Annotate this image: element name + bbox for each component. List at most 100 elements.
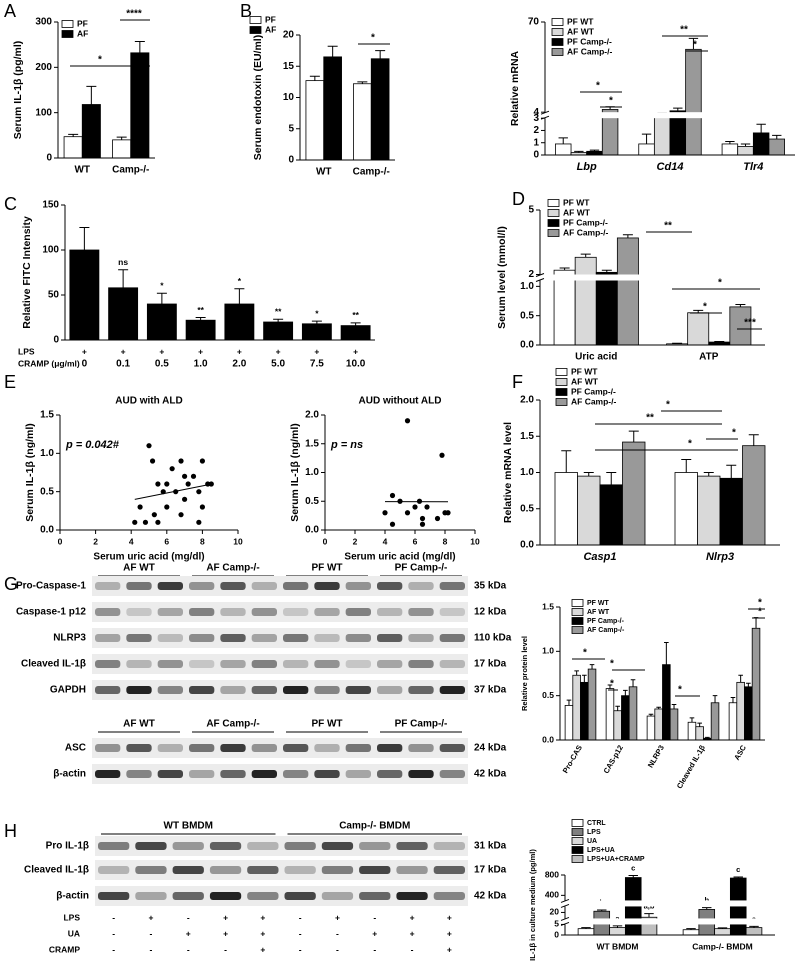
error-bar (622, 234, 633, 238)
blot-band (345, 634, 371, 642)
y-tick-label: 0.0 (305, 525, 319, 536)
point (149, 458, 156, 464)
x-tick-label: ASC (732, 743, 748, 762)
blot-band (126, 634, 152, 642)
annotation: * (758, 598, 762, 609)
error-bar (134, 40, 145, 53)
panel-label: B (240, 1, 252, 21)
blot-band (135, 866, 167, 874)
error-bar (607, 684, 613, 689)
blot-size-label: 35 kDa (474, 581, 507, 592)
error-bar (574, 150, 584, 153)
panel-label: D (512, 189, 525, 209)
y-axis-label: Relative mRNA (509, 50, 521, 126)
error-bar (717, 927, 728, 929)
blot-band (95, 770, 121, 778)
blot-row-label: ASC (65, 743, 86, 754)
y-tick-label: 2 (528, 269, 534, 280)
annotation: * (693, 40, 697, 51)
legend-swatch (249, 26, 262, 34)
error-bar (589, 664, 595, 670)
bar (263, 321, 294, 341)
bar (697, 475, 721, 546)
x-tick-label: WT (316, 167, 332, 178)
legend-swatch (547, 219, 560, 227)
y-tick-label: 1.0 (520, 281, 534, 292)
point (164, 504, 170, 510)
blot-strip (92, 680, 468, 700)
bar-label: ** (352, 310, 359, 320)
legend-label: AF WT (567, 26, 595, 36)
bar-label: b (704, 896, 709, 905)
blot-row-label: Caspase-1 p12 (16, 607, 86, 618)
treatment-label: UA (68, 928, 80, 938)
panel-label: H (4, 821, 17, 841)
x-tick-label: 0 (323, 536, 328, 546)
x-tick-label: 0 (58, 536, 63, 546)
panel-label: C (4, 194, 17, 214)
point (151, 512, 157, 518)
legend-swatch (61, 20, 74, 28)
x-tick-label: 2 (353, 536, 358, 546)
error-bar (746, 682, 751, 687)
error-bar (748, 434, 759, 446)
group-label: PF WT (311, 719, 342, 730)
legend-swatch (571, 819, 584, 827)
annotation: * (666, 400, 670, 411)
bar (682, 929, 700, 936)
treatment-mark: - (299, 928, 302, 938)
blot-band (251, 686, 277, 694)
treatment-mark: + (410, 912, 415, 922)
legend-swatch (571, 626, 584, 634)
bar (654, 708, 663, 741)
legend-label: AF (77, 28, 88, 38)
lps-label: + (121, 346, 126, 356)
legend-swatch (249, 16, 262, 24)
x-tick-label: Cleaved IL-1β (675, 743, 707, 790)
blot-band (172, 892, 204, 900)
bar (564, 705, 574, 741)
error-bar (561, 450, 572, 473)
x-tick-label: 6 (164, 536, 169, 546)
annotation: p = ns (330, 439, 363, 451)
bar (710, 702, 720, 741)
legend-label: AF WT (571, 376, 599, 386)
point (439, 452, 445, 458)
error-bar (756, 123, 766, 133)
panel-label: E (4, 372, 16, 392)
y-tick-label: 300 (35, 17, 52, 28)
legend-swatch (551, 18, 564, 26)
blot-band (157, 608, 183, 616)
bar (305, 80, 325, 161)
annotation: * (610, 659, 614, 670)
bar-label: * (315, 308, 319, 318)
treatment-mark: + (260, 944, 265, 954)
axis-break (545, 112, 796, 119)
blot-band (251, 634, 277, 642)
treatment-mark: - (187, 944, 190, 954)
point (404, 510, 411, 516)
error-bar (628, 875, 638, 878)
error-bar (648, 713, 654, 717)
error-bar (641, 133, 652, 144)
point (196, 519, 202, 525)
x-tick-label: NLRP3 (646, 743, 666, 769)
treatment-mark: + (223, 912, 228, 922)
x-tick-label: 0.1 (116, 359, 130, 370)
group-label: AF WT (123, 563, 155, 574)
x-axis-label: Serum uric acid (mg/dl) (93, 552, 204, 563)
error-bar (749, 925, 759, 928)
bar (653, 114, 671, 156)
row-label: CRAMP (μg/ml) (18, 358, 80, 368)
error-bar (327, 45, 338, 57)
point (164, 481, 170, 487)
x-tick-label: ATP (699, 352, 719, 363)
legend-swatch (547, 199, 560, 207)
y-axis-label: Relative FITC Intensity (21, 216, 33, 329)
bar (185, 319, 216, 341)
bar (638, 143, 655, 156)
bar-label: c (631, 863, 635, 872)
group-label: Camp-/- BMDM (339, 821, 410, 832)
legend-label: PF Camp-/- (563, 217, 608, 227)
bar (719, 477, 743, 546)
